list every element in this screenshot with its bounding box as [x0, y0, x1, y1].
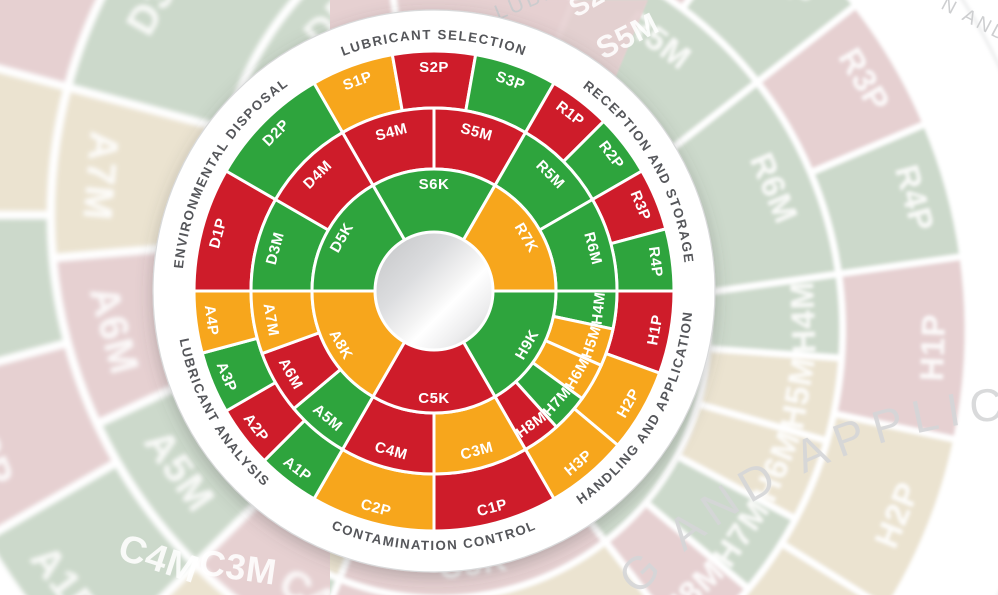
label-A7M: A7M [260, 302, 283, 338]
segment-D5K [310, 183, 406, 293]
label-S6K: S6K [419, 176, 450, 193]
label-H1P: H1P [644, 313, 666, 346]
label-A4P: A4P [201, 304, 222, 337]
label-S2P: S2P [419, 59, 449, 76]
center-hole [376, 233, 492, 349]
label-A7M: A7M [74, 130, 128, 223]
label-H4M: H4M [589, 291, 609, 326]
label-H1P: H1P [913, 313, 952, 382]
label-H4M: H4M [783, 280, 823, 354]
outer-ring-edge [152, 9, 716, 573]
label-R4P: R4P [645, 246, 666, 279]
label-C5K: C5K [418, 390, 450, 407]
